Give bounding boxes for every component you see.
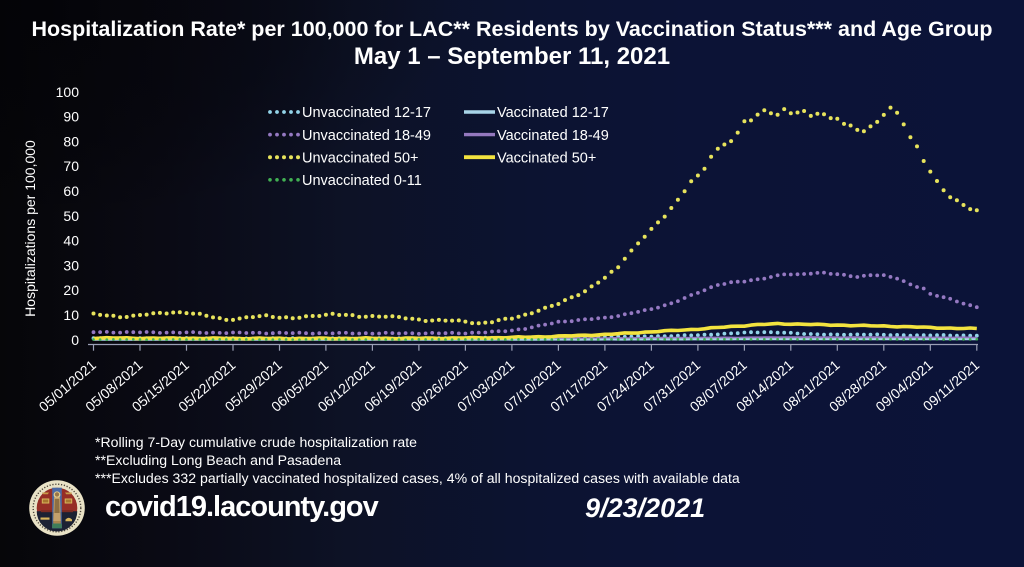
svg-text:Unvaccinated 0-11: Unvaccinated 0-11 (302, 173, 422, 189)
svg-text:80: 80 (63, 133, 79, 149)
svg-text:Vaccinated 50+: Vaccinated 50+ (497, 150, 596, 166)
svg-text:70: 70 (63, 158, 79, 174)
svg-text:40: 40 (63, 233, 79, 249)
svg-text:Vaccinated 12-17: Vaccinated 12-17 (497, 105, 609, 121)
svg-text:Unvaccinated 50+: Unvaccinated 50+ (302, 150, 418, 166)
svg-text:Unvaccinated 12-17: Unvaccinated 12-17 (302, 105, 431, 121)
svg-text:Hospitalizations per 100,000: Hospitalizations per 100,000 (22, 140, 38, 317)
svg-text:30: 30 (63, 257, 79, 273)
svg-text:100: 100 (56, 84, 80, 100)
svg-text:60: 60 (63, 183, 79, 199)
svg-text:Vaccinated 18-49: Vaccinated 18-49 (497, 128, 609, 144)
svg-text:10: 10 (63, 307, 79, 323)
svg-text:90: 90 (63, 109, 79, 125)
svg-text:Unvaccinated 18-49: Unvaccinated 18-49 (302, 128, 431, 144)
svg-text:0: 0 (71, 332, 79, 348)
svg-text:20: 20 (63, 282, 79, 298)
svg-text:50: 50 (63, 208, 79, 224)
